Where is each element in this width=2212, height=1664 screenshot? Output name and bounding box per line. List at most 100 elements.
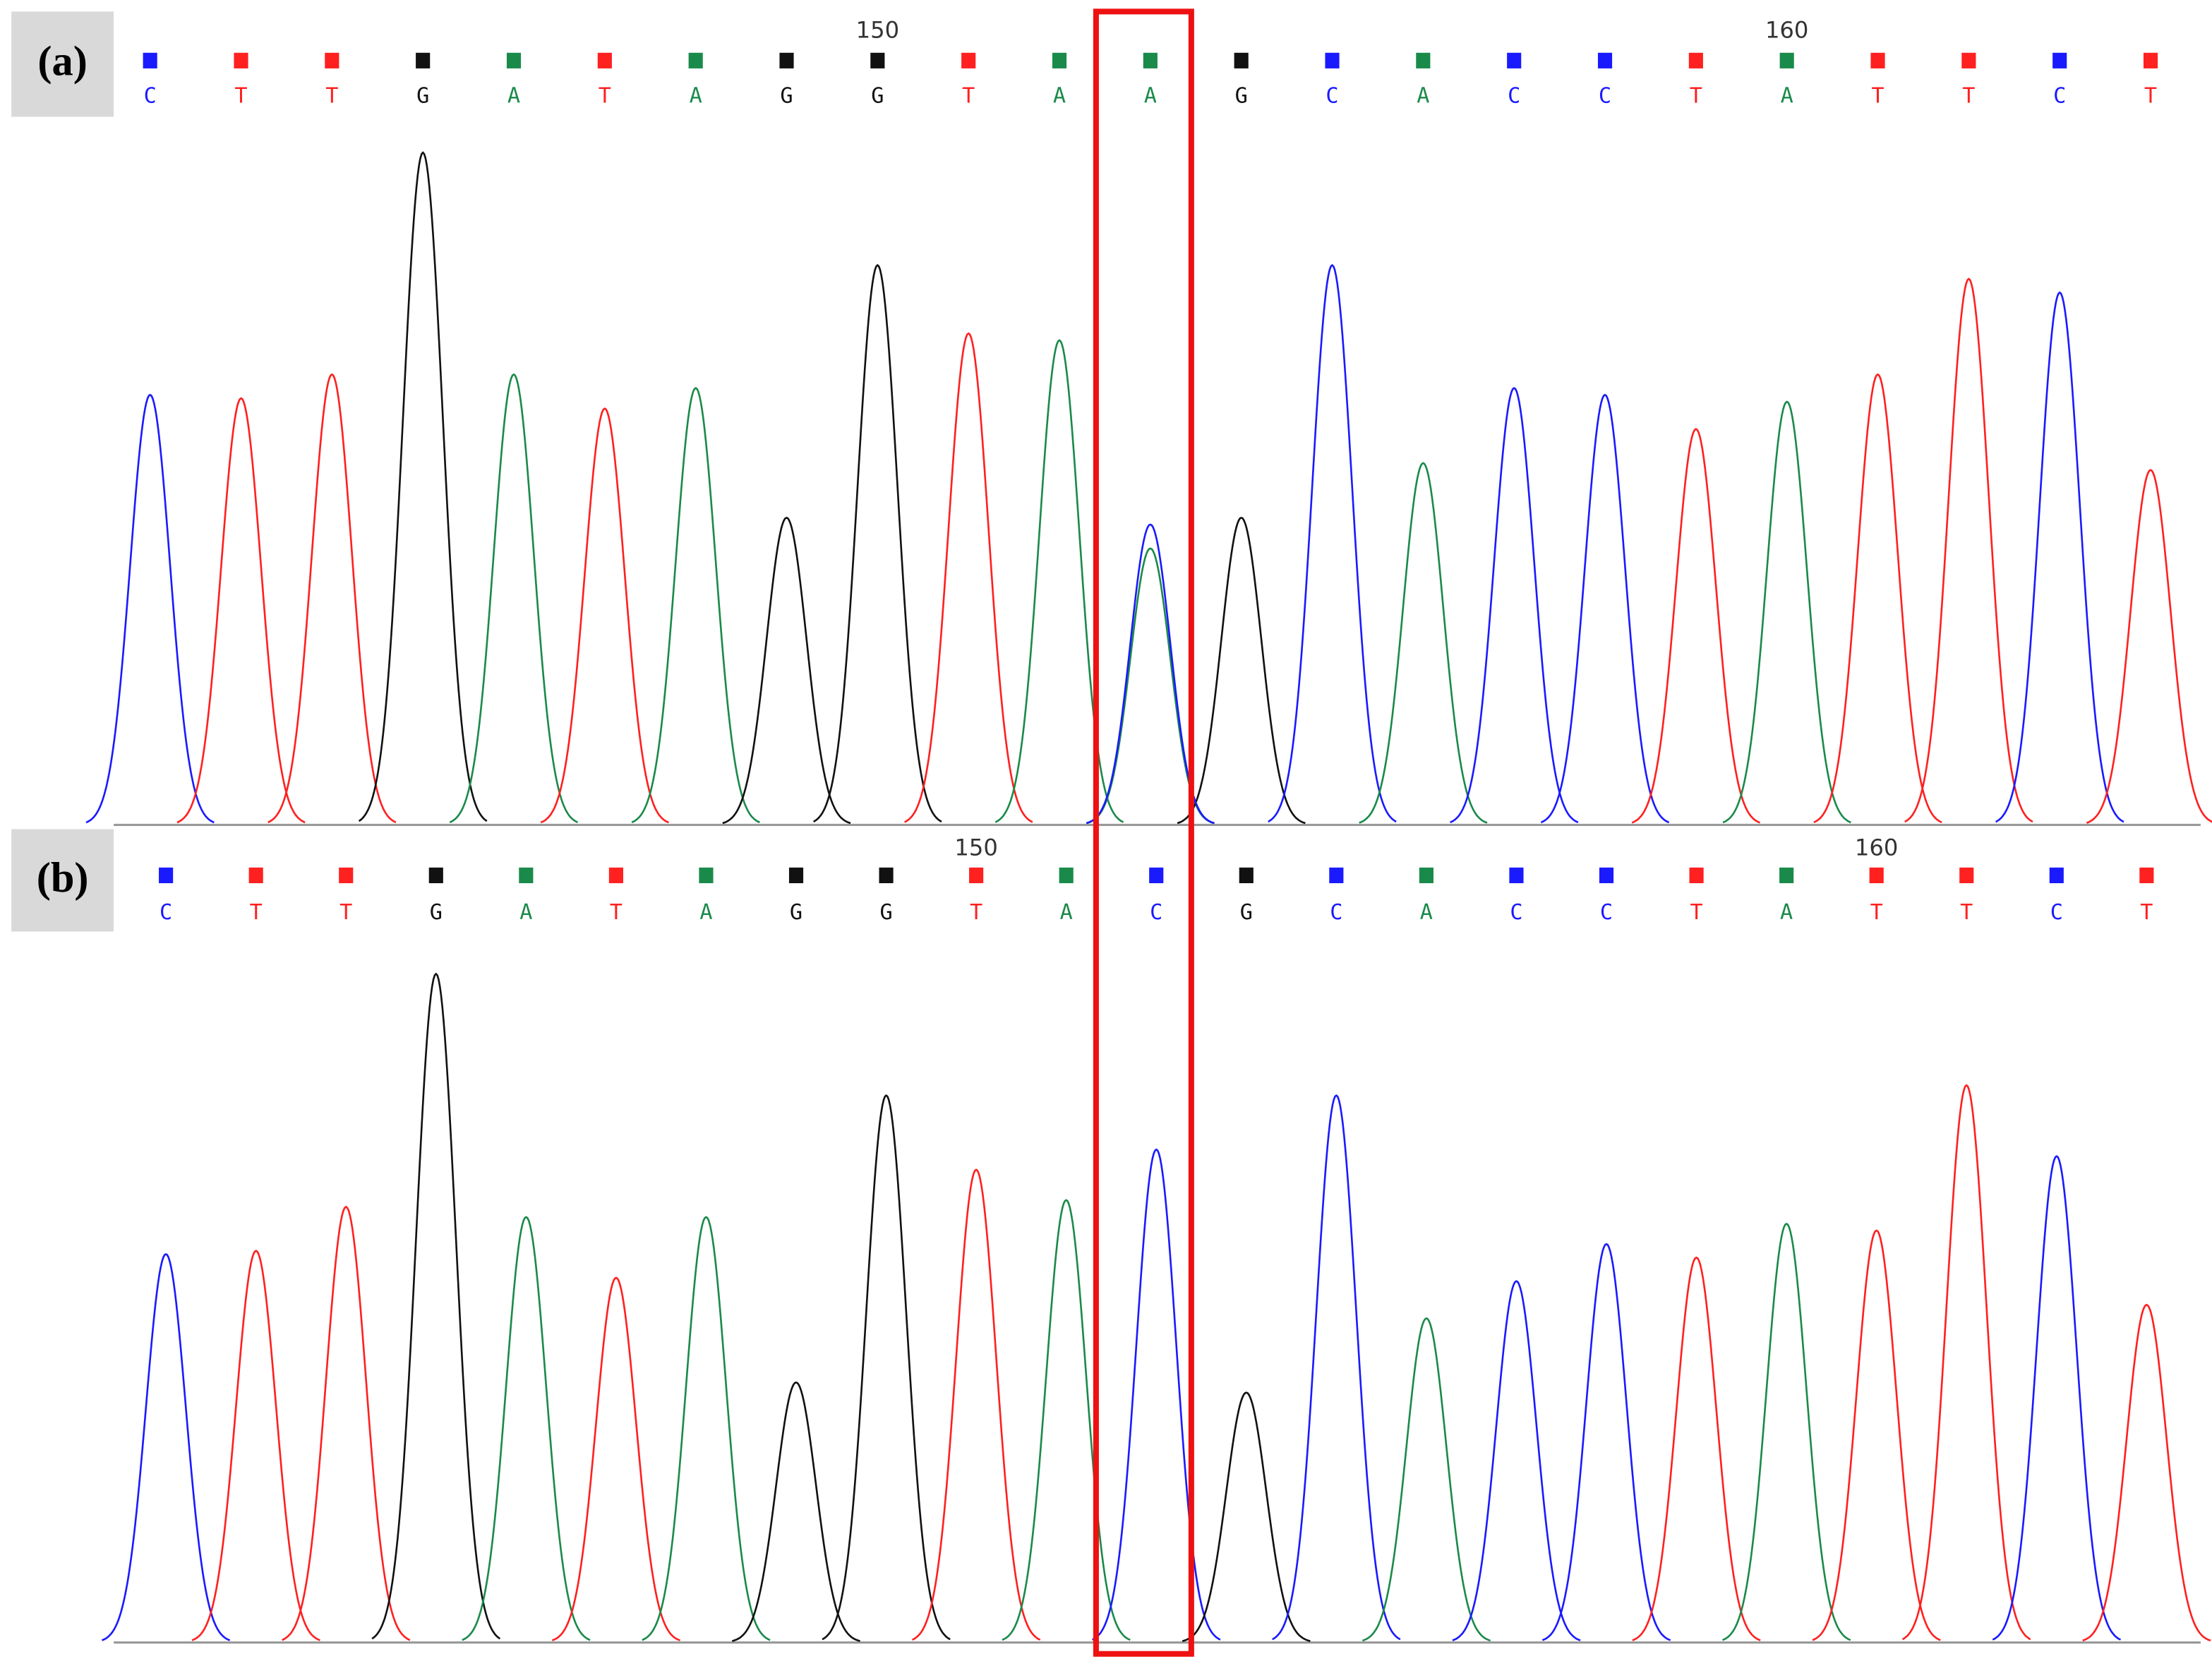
- peak: [822, 1094, 951, 1641]
- base-marker: [1688, 52, 1703, 68]
- secondary-peak: [1086, 523, 1215, 825]
- peak: [1904, 277, 2033, 823]
- base-call: A: [519, 900, 532, 925]
- base-call: T: [2140, 900, 2153, 925]
- base-marker: [2139, 867, 2154, 884]
- base-marker: [325, 52, 339, 68]
- peak: [449, 373, 579, 824]
- x-tick-label: 150: [954, 834, 997, 861]
- peak: [462, 1216, 591, 1641]
- peak: [191, 1250, 320, 1641]
- base-marker: [788, 867, 804, 884]
- peak: [85, 393, 215, 824]
- base-marker: [1149, 867, 1164, 884]
- base-marker: [1052, 52, 1067, 68]
- peak: [101, 1253, 231, 1641]
- peak: [1813, 373, 1942, 824]
- peak: [2082, 1303, 2211, 1641]
- base-marker: [779, 52, 794, 68]
- peak: [282, 1205, 411, 1641]
- base-call: T: [599, 84, 611, 109]
- peak: [1992, 1155, 2122, 1641]
- peak: [540, 407, 669, 824]
- x-tick-label: 160: [1765, 17, 1809, 44]
- base-call: A: [507, 84, 520, 109]
- traces: 150 160 C T T G A T A G G T A A G C A C C T A T T C T 150 160 C T T G A…: [85, 17, 2212, 1644]
- peak: [176, 397, 306, 824]
- peak: [904, 332, 1033, 823]
- base-call: C: [2053, 84, 2066, 109]
- peak: [1812, 1229, 1941, 1641]
- peak: [1632, 1256, 1761, 1641]
- base-marker: [234, 52, 248, 68]
- peak: [1092, 1148, 1221, 1641]
- base-call: T: [1870, 900, 1883, 925]
- base-marker: [1143, 52, 1158, 68]
- peak: [1182, 1391, 1311, 1642]
- base-call: G: [416, 84, 429, 109]
- base-call: A: [1060, 900, 1073, 925]
- base-call: T: [962, 84, 975, 109]
- base-marker: [248, 867, 263, 884]
- base-call: T: [250, 900, 263, 925]
- peak: [1268, 263, 1397, 823]
- x-tick-label: 160: [1855, 834, 1899, 861]
- base-marker: [1869, 867, 1884, 884]
- base-marker: [416, 52, 431, 68]
- base-marker: [2052, 52, 2067, 68]
- base-marker: [1599, 867, 1614, 884]
- base-marker: [1059, 867, 1074, 884]
- base-call: T: [970, 900, 982, 925]
- base-call: C: [1600, 900, 1613, 925]
- x-tick-label: 150: [856, 17, 900, 44]
- base-call: C: [1150, 900, 1162, 925]
- base-call: C: [1326, 84, 1338, 109]
- base-call: C: [1330, 900, 1342, 925]
- peak: [371, 972, 501, 1640]
- panel-label: (b): [37, 854, 89, 902]
- base-marker: [519, 867, 534, 884]
- base-marker: [1416, 52, 1431, 68]
- base-marker: [339, 867, 354, 884]
- peak: [1540, 393, 1670, 824]
- peak: [722, 516, 851, 825]
- base-call: G: [430, 900, 443, 925]
- base-marker: [699, 867, 714, 884]
- base-marker: [969, 867, 984, 884]
- base-call: G: [780, 84, 793, 109]
- base-call: T: [339, 900, 352, 925]
- peak: [642, 1216, 771, 1641]
- base-call: G: [1235, 84, 1248, 109]
- peak: [812, 263, 942, 823]
- base-call: A: [1781, 84, 1793, 109]
- base-marker: [2049, 867, 2064, 884]
- peak: [911, 1168, 1041, 1641]
- base-call: A: [690, 84, 702, 109]
- base-marker: [1689, 867, 1704, 884]
- peak: [358, 151, 488, 822]
- base-call: C: [1599, 84, 1611, 109]
- base-marker: [688, 52, 703, 68]
- peak: [1359, 462, 1488, 824]
- peak: [268, 373, 397, 824]
- base-marker: [1961, 52, 1976, 68]
- base-marker: [428, 867, 443, 884]
- peak: [1452, 1280, 1581, 1641]
- base-call: G: [1240, 900, 1253, 925]
- peak: [1002, 1199, 1131, 1641]
- base-call: T: [1690, 900, 1702, 925]
- peak: [731, 1381, 860, 1642]
- base-call: C: [160, 900, 172, 925]
- base-call: A: [1144, 84, 1157, 109]
- label-box: [11, 829, 114, 932]
- base-marker: [597, 52, 612, 68]
- base-call: A: [1053, 84, 1066, 109]
- base-call: T: [325, 84, 338, 109]
- base-call: T: [1960, 900, 1973, 925]
- base-call: T: [234, 84, 247, 109]
- peak: [1541, 1243, 1671, 1641]
- base-marker: [159, 867, 174, 884]
- base-marker: [1239, 867, 1254, 884]
- base-call: A: [1780, 900, 1793, 925]
